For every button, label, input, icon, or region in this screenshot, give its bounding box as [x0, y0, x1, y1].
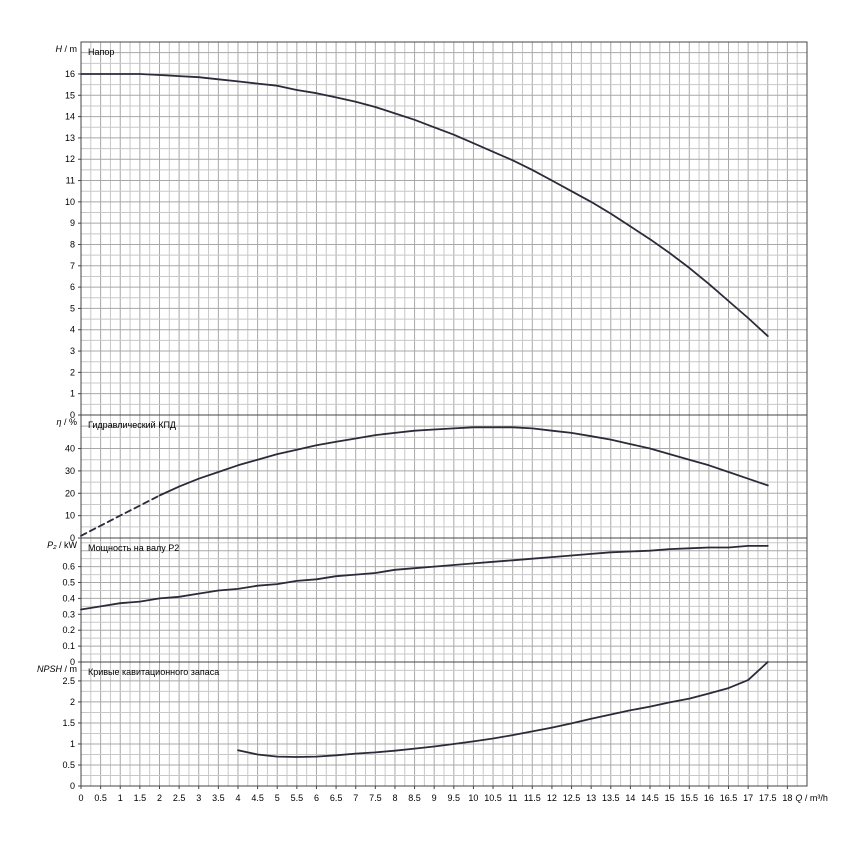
x-tick-label: 9.5 [448, 793, 461, 803]
y-tick-label: 7 [70, 261, 75, 271]
x-tick-label: 13 [586, 793, 596, 803]
y-tick-label: 15 [65, 90, 75, 100]
y-tick-label: 10 [65, 197, 75, 207]
x-tick-label: 18 [782, 793, 792, 803]
x-tick-label: 8.5 [408, 793, 421, 803]
y-tick-label: 0 [70, 781, 75, 791]
y-tick-label: 20 [65, 488, 75, 498]
x-tick-label: 2.5 [173, 793, 186, 803]
x-tick-label: 6.5 [330, 793, 343, 803]
series-line-npsh [237, 661, 769, 758]
y-tick-label: 14 [65, 112, 75, 122]
y-tick-label: 0 [70, 410, 75, 420]
x-tick-label: 9 [432, 793, 437, 803]
y-tick-label: 8 [70, 239, 75, 249]
x-tick-label: 5 [275, 793, 280, 803]
y-tick-label: 5 [70, 303, 75, 313]
y-tick-label: 1.5 [62, 718, 75, 728]
x-tick-label: 16 [704, 793, 714, 803]
x-tick-label: 4 [235, 793, 240, 803]
y-tick-label: 10 [65, 511, 75, 521]
y-tick-label: 0.5 [62, 578, 75, 588]
x-tick-label: 7.5 [369, 793, 382, 803]
y-tick-label: 0.1 [62, 641, 75, 651]
x-tick-label: 15.5 [681, 793, 699, 803]
x-tick-label: 4.5 [251, 793, 264, 803]
y-tick-label: 0.3 [62, 609, 75, 619]
y-axis-label-head: H / m [56, 44, 78, 54]
x-tick-label: 14 [625, 793, 635, 803]
x-tick-label: 16.5 [720, 793, 738, 803]
panel-title-efficiency: Гидравлический КПД [88, 420, 176, 430]
y-tick-label: 2 [70, 367, 75, 377]
x-tick-label: 1.5 [134, 793, 147, 803]
x-tick-label: 10.5 [484, 793, 502, 803]
y-tick-label: 0.5 [62, 760, 75, 770]
panel-title-npsh: Кривые кавитационного запаса [88, 667, 219, 677]
series-line-power [80, 545, 769, 611]
x-tick-label: 2 [157, 793, 162, 803]
x-tick-label: 7 [353, 793, 358, 803]
x-axis-label: Q / m³/h [795, 793, 828, 803]
y-tick-label: 0 [70, 657, 75, 667]
y-tick-label: 30 [65, 466, 75, 476]
x-tick-label: 11.5 [524, 793, 541, 803]
y-tick-label: 6 [70, 282, 75, 292]
x-tick-label: 13.5 [602, 793, 620, 803]
series-line-efficiency [158, 426, 769, 497]
y-tick-label: 1 [70, 739, 75, 749]
x-tick-label: 10 [468, 793, 478, 803]
y-tick-label: 0.4 [62, 593, 75, 603]
x-tick-label: 14.5 [641, 793, 659, 803]
y-tick-label: 0 [70, 533, 75, 543]
x-tick-label: 5.5 [291, 793, 304, 803]
x-tick-label: 17 [743, 793, 753, 803]
panel-title-power: Мощность на валу P2 [88, 543, 179, 553]
x-tick-label: 15 [665, 793, 675, 803]
x-tick-label: 12.5 [563, 793, 581, 803]
y-tick-label: 0.2 [62, 625, 75, 635]
y-axis-label-efficiency: η / % [56, 417, 77, 427]
curves-layer [80, 73, 769, 758]
y-tick-label: 11 [66, 176, 75, 186]
x-tick-label: 12 [547, 793, 557, 803]
y-tick-label: 16 [65, 69, 75, 79]
panel-frame-npsh [80, 661, 808, 787]
y-tick-label: 13 [65, 133, 75, 143]
x-tick-label: 0 [78, 793, 83, 803]
x-tick-label: 8 [392, 793, 397, 803]
series-line-head [80, 73, 769, 338]
x-tick-label: 6 [314, 793, 319, 803]
y-axis-label-power: P₂ / kW [47, 540, 77, 550]
panel-title-head: Напор [88, 47, 114, 57]
y-tick-label: 1 [70, 389, 75, 399]
y-tick-label: 2.5 [62, 676, 75, 686]
y-tick-label: 9 [70, 218, 75, 228]
y-axis-label-npsh: NPSH / m [37, 664, 77, 674]
y-tick-label: 0.6 [62, 562, 75, 572]
y-tick-label: 12 [65, 154, 75, 164]
x-tick-label: 3.5 [212, 793, 225, 803]
y-tick-label: 4 [70, 325, 75, 335]
x-tick-label: 11 [508, 793, 517, 803]
x-tick-label: 17.5 [759, 793, 777, 803]
x-tick-label: 0.5 [94, 793, 107, 803]
x-tick-label: 1 [118, 793, 123, 803]
y-tick-label: 40 [65, 444, 75, 454]
x-tick-label: 3 [196, 793, 201, 803]
y-tick-label: 2 [70, 697, 75, 707]
grid-layer [78, 41, 808, 789]
series-line-efficiency-dashed [80, 494, 161, 537]
y-tick-label: 3 [70, 346, 75, 356]
